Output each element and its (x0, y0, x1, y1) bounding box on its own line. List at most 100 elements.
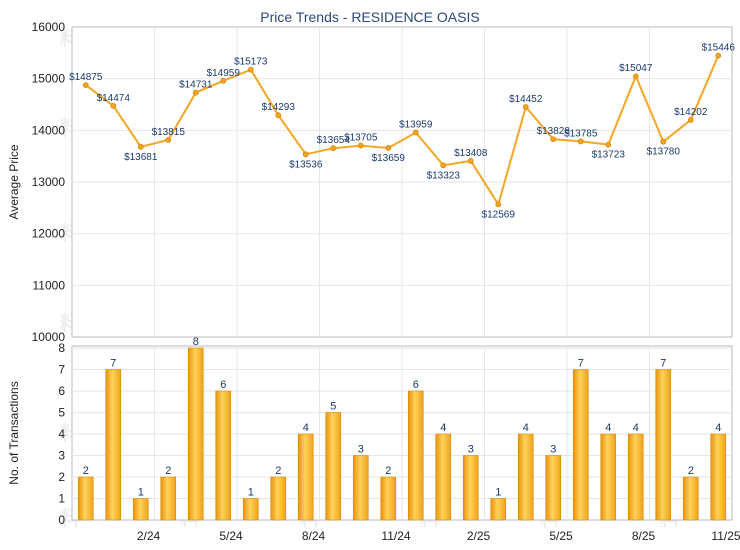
transactions-bar-7 (270, 476, 287, 521)
transactions-label-4: 8 (193, 336, 199, 348)
transactions-ytick-1: 1 (58, 492, 65, 506)
price-label-9: $13654 (317, 135, 351, 146)
price-point-14 (467, 158, 474, 164)
price-label-19: $13723 (592, 150, 626, 161)
transactions-ytick-8: 8 (58, 341, 65, 355)
price-ytick-6: 16000 (32, 20, 66, 34)
transactions-ytick-0: 0 (58, 513, 65, 527)
price-ylabel: Average Price (7, 144, 21, 219)
price-point-7 (275, 112, 282, 119)
price-point-4 (192, 89, 199, 96)
price-label-16: $14452 (509, 94, 543, 105)
price-point-3 (165, 136, 172, 143)
price-point-21 (660, 138, 667, 145)
price-label-18: $13785 (564, 128, 598, 139)
transactions-bar-1 (105, 369, 122, 521)
price-label-4: $14731 (179, 80, 213, 91)
price-label-3: $13815 (152, 127, 186, 138)
price-line (85, 55, 720, 207)
transactions-ytick-4: 4 (58, 427, 65, 441)
transactions-label-10: 3 (358, 444, 364, 456)
transactions-bar-12 (407, 390, 424, 521)
transactions-label-12: 6 (413, 379, 419, 391)
price-ytick-1: 11000 (33, 278, 66, 292)
price-label-23: $15446 (702, 43, 736, 54)
price-ytick-4: 14000 (32, 123, 66, 137)
transactions-label-2: 1 (138, 487, 144, 499)
transactions-ylabel: No. of Transactions (7, 381, 21, 484)
x-tick-6: 8/25 (632, 529, 656, 543)
price-label-15: $12569 (482, 209, 516, 220)
transactions-label-9: 5 (330, 401, 336, 413)
price-label-0: $14875 (69, 72, 103, 83)
price-point-13 (440, 162, 447, 169)
transactions-bar-20 (627, 433, 644, 521)
transactions-bar-17 (545, 455, 562, 521)
price-label-2: $13681 (124, 152, 158, 163)
chart-title: Price Trends - RESIDENCE OASIS (260, 9, 479, 25)
transactions-bar-6 (242, 498, 259, 521)
transactions-ytick-3: 3 (58, 449, 65, 463)
price-label-6: $15173 (234, 57, 268, 68)
transactions-bar-0 (77, 476, 94, 521)
x-tick-1: 5/24 (219, 529, 243, 543)
transactions-label-14: 3 (468, 444, 474, 456)
x-tick-5: 5/25 (549, 529, 573, 543)
transactions-bar-3 (160, 476, 177, 521)
transactions-bar-15 (490, 498, 507, 521)
price-label-17: $13828 (537, 126, 571, 137)
transactions-bar-19 (600, 433, 617, 521)
transactions-bar-13 (435, 433, 452, 521)
price-label-13: $13323 (427, 170, 461, 181)
price-ytick-5: 15000 (32, 72, 66, 86)
transactions-bar-16 (517, 433, 534, 521)
price-point-16 (522, 104, 529, 110)
transactions-label-0: 2 (83, 465, 89, 477)
transactions-label-17: 3 (550, 444, 556, 456)
transactions-bar-14 (462, 455, 479, 521)
price-point-2 (137, 143, 144, 150)
x-tick-0: 2/24 (137, 529, 161, 543)
x-tick-4: 2/25 (467, 529, 491, 543)
transactions-label-7: 2 (275, 465, 281, 477)
transactions-label-1: 7 (110, 358, 116, 370)
x-tick-3: 11/24 (381, 529, 410, 543)
transactions-label-21: 7 (660, 358, 666, 370)
transactions-bar-10 (352, 455, 369, 521)
transactions-bar-21 (655, 369, 672, 521)
price-point-11 (385, 145, 392, 151)
transactions-ytick-2: 2 (58, 470, 65, 484)
price-point-8 (302, 151, 309, 158)
price-label-11: $13659 (372, 153, 406, 164)
price-point-17 (550, 136, 557, 143)
transactions-bar-8 (297, 433, 314, 521)
price-point-20 (632, 73, 639, 80)
price-label-7: $14293 (262, 102, 296, 113)
price-point-10 (357, 142, 364, 149)
price-point-9 (330, 145, 337, 152)
price-label-12: $13959 (399, 119, 433, 130)
price-point-18 (577, 138, 584, 145)
transactions-ytick-6: 6 (58, 384, 65, 398)
transactions-label-8: 4 (303, 422, 309, 434)
transactions-label-18: 7 (578, 358, 584, 370)
price-point-5 (220, 77, 227, 84)
price-label-22: $14202 (674, 107, 708, 118)
price-label-8: $13536 (289, 159, 323, 170)
transactions-bar-2 (132, 498, 149, 521)
transactions-bar-5 (215, 390, 232, 521)
transactions-label-23: 4 (715, 422, 721, 434)
price-label-1: $14474 (97, 93, 131, 104)
price-point-22 (687, 116, 694, 123)
transactions-bar-23 (710, 433, 727, 521)
price-ytick-0: 10000 (32, 330, 66, 344)
transactions-label-15: 1 (495, 487, 501, 499)
transactions-bar-22 (682, 476, 699, 521)
transactions-bar-4 (187, 347, 204, 521)
transactions-bar-18 (572, 369, 589, 521)
transactions-bar-11 (380, 476, 397, 521)
transactions-label-13: 4 (440, 422, 446, 434)
price-ytick-2: 12000 (32, 227, 66, 241)
x-tick-2: 8/24 (302, 529, 326, 543)
